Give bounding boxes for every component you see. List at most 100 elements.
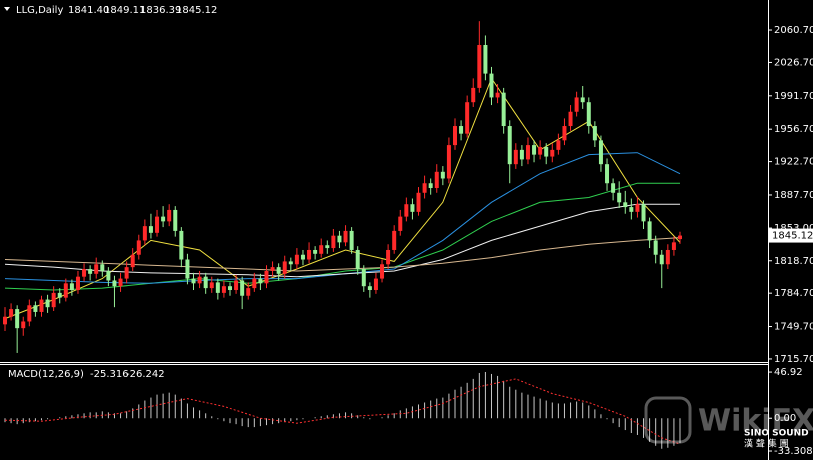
moving-average-line (4, 182, 680, 291)
macd-bar (576, 401, 578, 419)
candle-body (544, 147, 549, 157)
candle-body (313, 249, 318, 254)
candle-body (167, 209, 172, 222)
macd-bar (217, 418, 219, 420)
candle-body (276, 267, 281, 274)
y-tick-label: 1784.70 (774, 288, 813, 299)
candle-body (641, 204, 646, 222)
macd-bar (120, 413, 122, 419)
macd-bar (436, 398, 438, 419)
macd-bar (253, 418, 255, 428)
macd-bar (630, 418, 632, 434)
y-tick-label: 1818.70 (774, 256, 813, 267)
candle-body (398, 216, 403, 231)
ohlc-low: 1836.39 (140, 5, 181, 16)
candle-body (45, 299, 50, 308)
macd-bar (235, 418, 237, 425)
candle-body (568, 111, 573, 127)
macd-bar (193, 407, 195, 419)
candle-body (380, 264, 385, 279)
macd-bar (673, 418, 675, 446)
candle-body (27, 305, 32, 322)
macd-bar (679, 418, 681, 444)
candle-body (21, 321, 26, 329)
candle-body (507, 126, 512, 165)
candle-body (325, 245, 330, 249)
symbol-title: LLG,Daily (16, 5, 63, 16)
macd-bar (381, 417, 383, 419)
candle-body (605, 164, 610, 184)
candle-body (319, 245, 324, 254)
candle-body (282, 261, 287, 274)
signal-line (4, 378, 681, 445)
macd-bar (478, 372, 480, 419)
candle-body (82, 269, 87, 277)
macd-bar (563, 403, 565, 419)
macd-bar (345, 412, 347, 419)
candle-body (446, 145, 451, 179)
macd-bar (302, 418, 304, 420)
candle-body (246, 288, 251, 296)
macd-bar (551, 402, 553, 419)
candle-body (556, 140, 561, 150)
candle-body (343, 230, 348, 243)
candle-body (100, 264, 105, 271)
macd-bar (442, 397, 444, 419)
candle-body (39, 299, 44, 312)
y-tick-label: 1749.70 (774, 322, 813, 333)
y-tick-label: -33.308 (774, 446, 813, 457)
candle-body (215, 282, 220, 293)
candle-body (459, 126, 464, 134)
macd-bar (521, 392, 523, 419)
candle-body (148, 226, 153, 233)
macd-bar (515, 389, 517, 419)
candle-body (647, 221, 652, 241)
y-tick-label: 46.92 (774, 367, 803, 378)
candle-body (252, 278, 257, 289)
macd-bar (89, 412, 91, 419)
y-tick-label: 0.00 (774, 413, 796, 424)
macd-bar (272, 418, 274, 425)
signal-value: -26.242 (126, 369, 165, 380)
macd-bar (278, 418, 280, 424)
candle-body (106, 270, 111, 281)
macd-bar (588, 405, 590, 419)
candle-body (519, 149, 524, 160)
y-tick-label: 2026.70 (774, 57, 813, 68)
moving-average-line (4, 77, 681, 320)
candle-body (75, 276, 80, 291)
candle-body (361, 269, 366, 287)
candle-body (471, 87, 476, 103)
candle-body (331, 235, 336, 249)
macd-bar (369, 418, 371, 420)
candle-body (434, 171, 439, 189)
candle-body (367, 286, 372, 291)
candle-body (15, 309, 20, 329)
macd-bar (71, 415, 73, 419)
macd-bar (606, 418, 608, 420)
candle-body (623, 202, 628, 208)
macd-bar (332, 414, 334, 419)
candle-body (112, 280, 117, 287)
watermark-brand: WikiFX (698, 404, 813, 439)
candle-body (598, 140, 603, 165)
macd-bar (168, 392, 170, 419)
macd-bar (101, 411, 103, 419)
candle-body (264, 270, 269, 284)
candle-body (678, 235, 682, 240)
moving-average-line (4, 203, 680, 278)
macd-bar (180, 398, 182, 419)
macd-bar (618, 418, 620, 428)
candle-body (33, 305, 38, 312)
macd-bar (156, 394, 158, 419)
macd-bar (34, 418, 36, 422)
candle-body (179, 230, 184, 260)
last-price-label: 1845.12 (772, 231, 813, 242)
candle-body (574, 97, 579, 112)
candle-body (155, 216, 160, 233)
candle-body (550, 149, 555, 157)
candle-body (288, 261, 293, 265)
macd-bar (484, 371, 486, 419)
